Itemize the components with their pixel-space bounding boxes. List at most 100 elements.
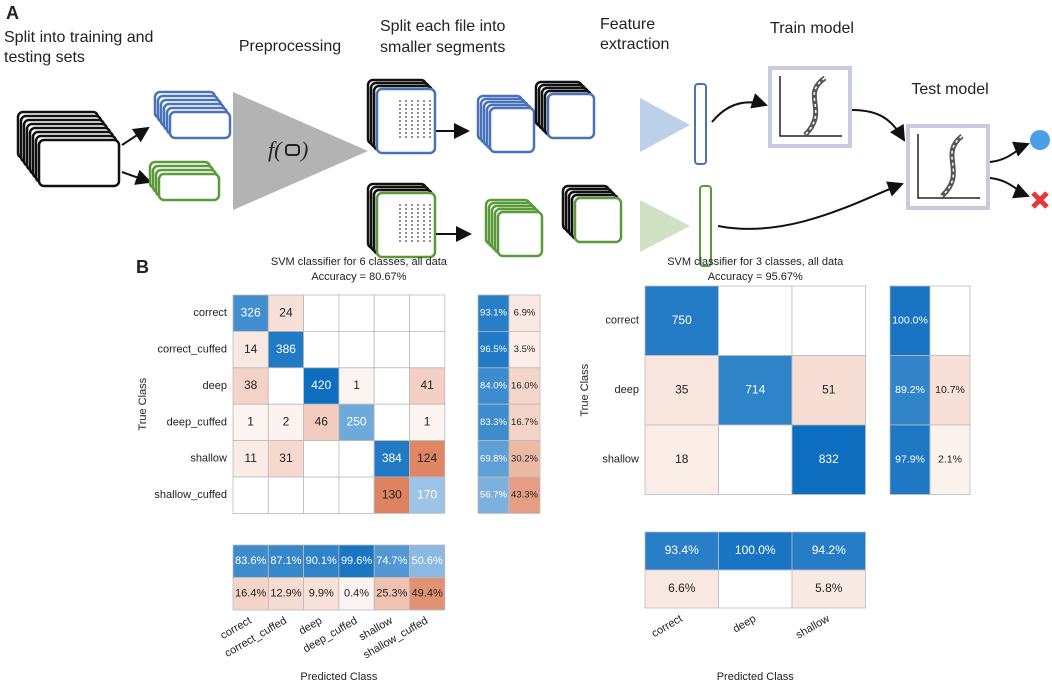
y-axis-label: True Class: [137, 377, 149, 430]
matrix-title: SVM classifier for 6 classes, all data: [271, 256, 448, 268]
matrix-cell: [373, 330, 410, 369]
col-summary-value: 90.1%: [306, 555, 337, 567]
matrix-cell: [718, 355, 793, 426]
matrix-cell: [644, 285, 719, 356]
step-label: Split each file into: [380, 18, 506, 35]
col-label: correct: [650, 613, 685, 640]
step-label: extraction: [600, 36, 669, 53]
row-summary-cell: [508, 440, 541, 478]
cell-value: 386: [276, 342, 296, 356]
panel-label: A: [6, 3, 19, 23]
arrows: [121, 93, 1030, 242]
row-summary-value: 6.9%: [514, 308, 536, 319]
matrix-cell: [303, 476, 340, 514]
step-label: Train model: [770, 20, 854, 37]
row-summary-cell: [508, 403, 541, 442]
row-summary-cell: [508, 367, 541, 405]
row-summary-cell: [889, 424, 931, 495]
row-label: deep: [615, 384, 639, 396]
y-axis-label: True Class: [579, 363, 591, 416]
row-summary-cell: [508, 476, 541, 514]
cell-value: 124: [417, 451, 437, 465]
col-summary-value: 93.4%: [665, 543, 699, 557]
file-card: [488, 106, 536, 154]
feature-triangle: [640, 200, 690, 252]
step-label: Split into training and: [4, 29, 153, 46]
col-summary-cell: [373, 577, 410, 611]
col-summary-value: 6.6%: [668, 581, 696, 595]
matrix-cell: [303, 403, 340, 442]
col-summary-cell: [791, 569, 866, 609]
file-card: [496, 210, 544, 258]
row-summary-cell: [889, 285, 931, 356]
boundary: [941, 135, 963, 197]
row-summary-value: 83.3%: [480, 417, 507, 428]
col-summary-cell: [303, 544, 340, 578]
row-label: correct_cuffed: [157, 344, 227, 356]
col-label: deep: [731, 613, 758, 636]
row-summary-value: 96.5%: [480, 344, 507, 355]
result-cross: [1031, 191, 1049, 209]
matrix-cell: [409, 330, 446, 369]
cell-value: 46: [315, 415, 329, 429]
col-summary-value: 99.6%: [341, 555, 372, 567]
cell-value: 326: [241, 305, 261, 319]
cell-value: 1: [353, 378, 360, 392]
row-summary-value: 93.1%: [480, 308, 507, 319]
cell-value: 1: [424, 415, 431, 429]
cell-value: 18: [675, 452, 689, 466]
matrix-cell: [232, 330, 269, 369]
cell-value: 2: [283, 415, 290, 429]
row-summary-value: 30.2%: [511, 453, 538, 464]
col-summary-cell: [644, 569, 719, 609]
cell-value: 832: [819, 452, 839, 466]
cell-value: 420: [311, 378, 331, 392]
col-summary-value: 5.8%: [815, 581, 843, 595]
feature-vector: [699, 185, 712, 267]
row-label: deep: [203, 380, 227, 392]
matrix-cell: [338, 294, 375, 332]
matrix-cell: [718, 424, 793, 495]
matrix-cell: [373, 367, 410, 405]
col-summary-cell: [409, 544, 446, 578]
file-card: [157, 172, 221, 202]
cell-value: 11: [244, 451, 257, 465]
matrix-cell: [409, 476, 446, 514]
col-summary-cell: [232, 577, 269, 611]
step-label: Preprocessing: [239, 38, 341, 55]
col-summary-value: 49.4%: [412, 588, 443, 600]
col-summary-cell: [718, 531, 793, 571]
row-summary-value: 43.3%: [511, 490, 538, 501]
matrix-cell: [373, 294, 410, 332]
matrix-cell: [267, 330, 304, 369]
matrix-cell: [303, 330, 340, 369]
cell-value: 31: [279, 451, 293, 465]
matrix-cell: [232, 403, 269, 442]
row-summary-value: 97.9%: [895, 454, 925, 466]
feature-triangle: [640, 98, 690, 152]
matrix-cell: [267, 294, 304, 332]
matrix-cell: [373, 403, 410, 442]
matrix-cell: [409, 367, 446, 405]
matrix-cell: [791, 424, 866, 495]
row-summary-value: 69.8%: [480, 453, 507, 464]
matrix-accuracy: Accuracy = 95.67%: [708, 271, 803, 283]
file-card: [37, 138, 121, 188]
cell-value: 130: [382, 487, 402, 501]
row-label: shallow_cuffed: [154, 489, 227, 501]
row-summary-value: 100.0%: [892, 315, 928, 327]
row-summary-value: 3.5%: [514, 344, 536, 355]
matrix-cell: [338, 367, 375, 405]
step-label: Test model: [911, 81, 988, 98]
row-summary-value: 2.1%: [938, 454, 962, 466]
col-summary-value: 16.4%: [235, 588, 266, 600]
x-axis-label: Predicted Class: [300, 671, 378, 683]
col-summary-cell: [303, 577, 340, 611]
col-summary-value: 94.2%: [812, 543, 846, 557]
cell-value: 14: [244, 342, 258, 356]
row-label: deep_cuffed: [167, 416, 227, 428]
matrix-cell: [303, 440, 340, 478]
row-label: shallow: [602, 454, 639, 466]
row-summary-value: 10.7%: [935, 384, 965, 396]
panel-label: B: [136, 257, 149, 277]
